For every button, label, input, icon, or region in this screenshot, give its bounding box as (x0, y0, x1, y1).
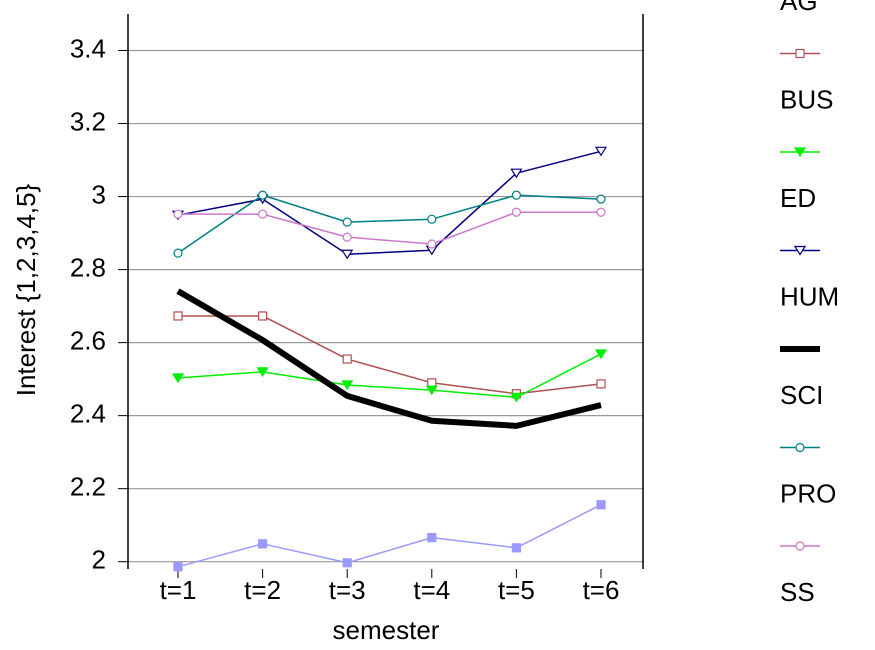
x-tick-label: t=1 (160, 575, 197, 605)
y-tick-label: 3.2 (70, 106, 106, 136)
marker (171, 373, 185, 384)
marker (596, 194, 606, 204)
x-tick-label: t=3 (329, 575, 366, 605)
series-line (176, 288, 602, 429)
x-tick-label: t=2 (244, 575, 281, 605)
marker (510, 392, 523, 403)
legend-marker (795, 48, 805, 59)
legend-label: ED (780, 183, 816, 213)
marker (427, 214, 437, 224)
legend-label: SS (780, 577, 815, 607)
y-tick-label: 2 (92, 545, 106, 575)
marker (258, 539, 268, 549)
marker (596, 379, 606, 389)
y-tick-label: 2.4 (70, 399, 106, 429)
marker (173, 209, 183, 219)
legend-label: BUS (780, 84, 833, 114)
marker (427, 239, 437, 249)
legend-label: SCI (780, 380, 823, 410)
marker (258, 190, 268, 200)
marker (594, 146, 608, 157)
x-tick-label: t=4 (413, 575, 450, 605)
marker (341, 380, 354, 391)
marker (342, 217, 352, 227)
x-axis-label: semester (333, 615, 440, 645)
legend-label: AG (780, 0, 818, 16)
series-line (178, 315, 602, 395)
marker (342, 558, 352, 568)
marker (425, 385, 438, 396)
marker (596, 207, 606, 217)
marker (342, 354, 352, 364)
legend-marker (793, 147, 807, 158)
y-tick-label: 3.4 (70, 33, 106, 63)
marker (510, 168, 523, 179)
y-tick-label: 3 (92, 179, 106, 209)
marker (258, 311, 268, 321)
series-line (177, 150, 602, 256)
series-line (177, 194, 602, 254)
marker (596, 500, 606, 510)
y-tick-label: 2.2 (70, 472, 106, 502)
series-line (178, 211, 601, 245)
marker (427, 532, 437, 543)
marker (256, 367, 269, 377)
marker (341, 249, 354, 260)
x-tick-label: t=6 (583, 575, 620, 605)
legend-label: PRO (780, 478, 836, 508)
legend-label: HUM (780, 281, 839, 311)
legend-marker (795, 442, 805, 453)
legend-marker (793, 245, 807, 256)
marker (594, 349, 608, 360)
series-line (177, 353, 602, 399)
legend-marker (795, 541, 805, 551)
x-tick-label: t=5 (498, 575, 535, 605)
y-tick-label: 2.6 (70, 325, 106, 355)
marker (173, 311, 183, 321)
marker (511, 190, 522, 200)
marker (173, 248, 183, 258)
series-line (177, 504, 602, 568)
marker (258, 209, 268, 219)
marker (342, 232, 352, 242)
marker (511, 543, 522, 553)
marker (173, 562, 183, 572)
marker (511, 207, 522, 217)
y-axis-label: Interest {1,2,3,4,5} (11, 183, 41, 396)
y-tick-label: 2.8 (70, 252, 106, 282)
